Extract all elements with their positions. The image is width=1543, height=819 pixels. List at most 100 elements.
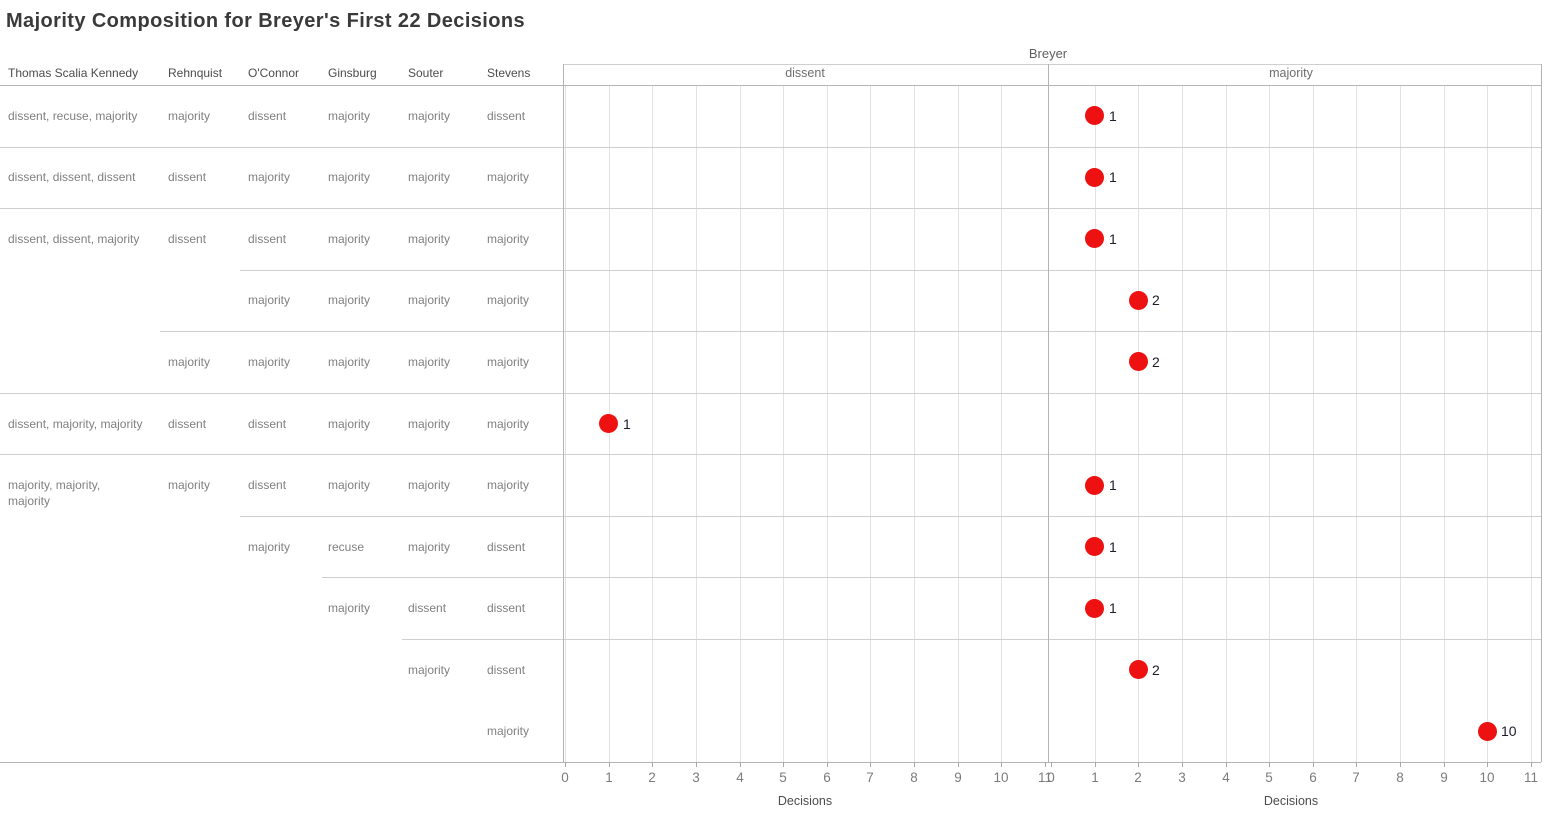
dot-value-label: 2 [1152, 354, 1160, 370]
x-tick-mark [1226, 762, 1227, 767]
x-tick-mark [1487, 762, 1488, 767]
table-cell: majority [487, 293, 530, 307]
x-tick-label: 1 [1091, 770, 1099, 785]
table-cell: majority [408, 663, 451, 677]
data-dot[interactable] [1085, 476, 1104, 495]
x-tick-mark [1400, 762, 1401, 767]
dot-value-label: 1 [1109, 108, 1117, 124]
data-dot[interactable] [1085, 168, 1104, 187]
row-separator [240, 270, 1541, 271]
dot-value-label: 2 [1152, 662, 1160, 678]
data-dot[interactable] [599, 414, 618, 433]
x-tick-label: 0 [1047, 770, 1055, 785]
x-tick-mark [740, 762, 741, 767]
x-tick-label: 6 [1309, 770, 1317, 785]
x-tick-mark [1531, 762, 1532, 767]
x-tick-label: 10 [1479, 770, 1495, 785]
x-tick-mark [914, 762, 915, 767]
gridline [783, 85, 784, 762]
table-cell: majority [487, 232, 530, 246]
x-tick-label: 2 [1134, 770, 1142, 785]
x-tick-label: 8 [910, 770, 918, 785]
table-cell: majority [328, 232, 371, 246]
table-cell: majority [328, 355, 371, 369]
table-cell: majority [168, 355, 211, 369]
panel-right-border [1541, 64, 1542, 762]
table-cell: majority [408, 478, 451, 492]
table-cell: dissent [248, 109, 287, 123]
gridline [652, 85, 653, 762]
table-cell: dissent, dissent, dissent [8, 170, 136, 184]
panel-label-majority: majority [1269, 66, 1313, 80]
gridline [870, 85, 871, 762]
dot-value-label: 1 [623, 416, 631, 432]
data-dot[interactable] [1129, 291, 1148, 310]
table-cell: majority [408, 417, 451, 431]
gridline [1356, 85, 1357, 762]
row-separator [0, 208, 1541, 209]
x-tick-mark [783, 762, 784, 767]
gridline [1531, 85, 1532, 762]
x-tick-label: 4 [736, 770, 744, 785]
dot-value-label: 1 [1109, 539, 1117, 555]
table-cell: dissent, dissent, majority [8, 232, 140, 246]
x-tick-mark [1356, 762, 1357, 767]
dot-value-label: 1 [1109, 169, 1117, 185]
breyer-group-header: Breyer [1028, 46, 1068, 61]
data-dot[interactable] [1478, 722, 1497, 741]
x-tick-label: 7 [866, 770, 874, 785]
x-tick-mark [958, 762, 959, 767]
x-tick-label: 0 [561, 770, 569, 785]
panel-label-dissent: dissent [785, 66, 825, 80]
table-cell: dissent [248, 478, 287, 492]
x-tick-label: 3 [1178, 770, 1186, 785]
x-tick-label: 8 [1396, 770, 1404, 785]
table-cell: majority [408, 293, 451, 307]
gridline [1444, 85, 1445, 762]
data-dot[interactable] [1129, 352, 1148, 371]
gridline [1226, 85, 1227, 762]
table-cell: majority [248, 355, 291, 369]
gridline [1182, 85, 1183, 762]
table-cell: majority [408, 355, 451, 369]
x-tick-mark [696, 762, 697, 767]
table-cell: dissent [487, 540, 526, 554]
x-tick-mark [1138, 762, 1139, 767]
table-cell: majority [487, 724, 530, 738]
gridline [914, 85, 915, 762]
x-tick-mark [1051, 762, 1052, 767]
gridline [1138, 85, 1139, 762]
table-cell: majority [328, 109, 371, 123]
data-dot[interactable] [1085, 229, 1104, 248]
column-header: Thomas Scalia Kennedy [8, 66, 139, 80]
gridline [565, 85, 566, 762]
data-dot[interactable] [1085, 106, 1104, 125]
dot-value-label: 1 [1109, 231, 1117, 247]
dot-value-label: 1 [1109, 600, 1117, 616]
column-header: O'Connor [248, 66, 299, 80]
x-tick-mark [609, 762, 610, 767]
table-cell: majority [487, 170, 530, 184]
row-separator [160, 331, 1541, 332]
table-cell: dissent [248, 232, 287, 246]
x-tick-label: 7 [1352, 770, 1360, 785]
table-cell: majority [248, 540, 291, 554]
x-tick-label: 9 [954, 770, 962, 785]
row-separator [322, 577, 1541, 578]
data-dot[interactable] [1085, 537, 1104, 556]
x-tick-label: 4 [1222, 770, 1230, 785]
group-header-underline [563, 64, 1541, 65]
dot-value-label: 2 [1152, 292, 1160, 308]
x-tick-label: 5 [779, 770, 787, 785]
gridline [1095, 85, 1096, 762]
x-tick-mark [1001, 762, 1002, 767]
table-cell: majority [328, 478, 371, 492]
x-tick-mark [652, 762, 653, 767]
row-separator [0, 393, 1541, 394]
data-dot[interactable] [1129, 660, 1148, 679]
gridline [1001, 85, 1002, 762]
row-separator [240, 516, 1541, 517]
data-dot[interactable] [1085, 599, 1104, 618]
